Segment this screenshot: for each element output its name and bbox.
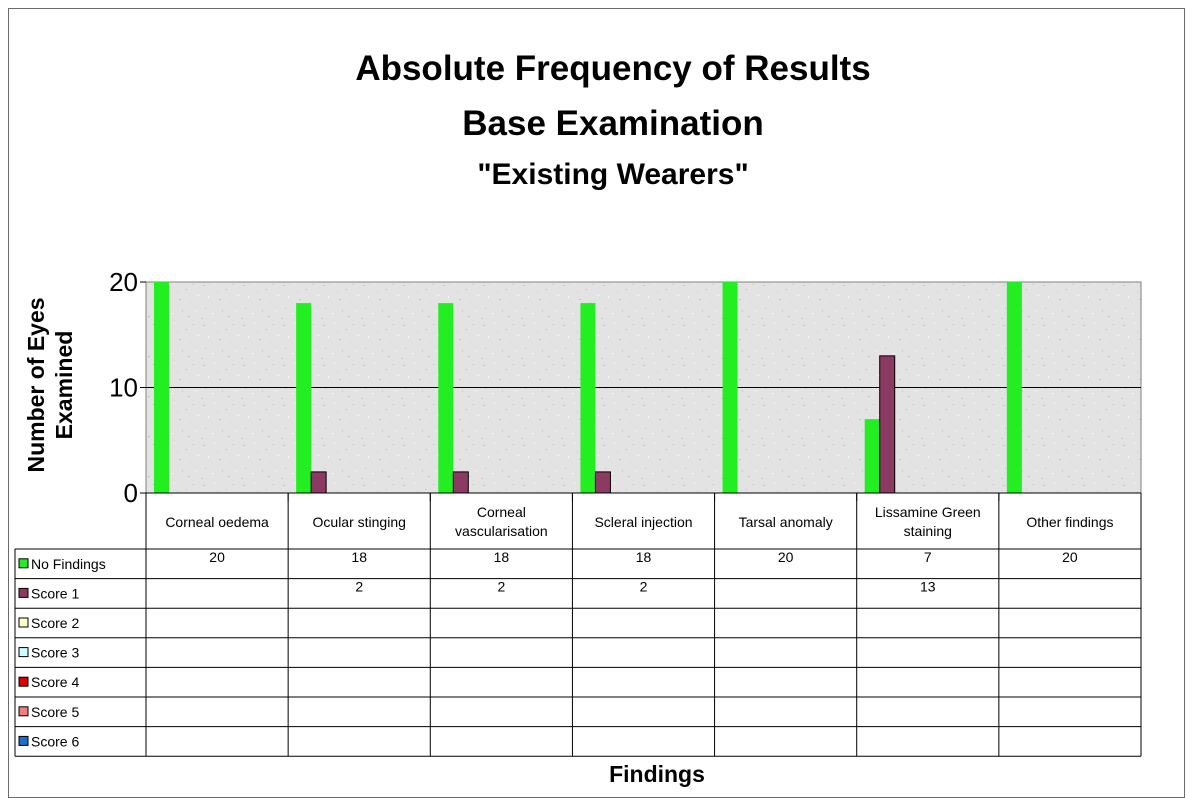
chart-title: Absolute Frequency of Results [355, 49, 870, 88]
data-table-value: 20 [1062, 549, 1078, 565]
legend-entry: Score 5 [31, 704, 79, 720]
bar-score-1 [310, 471, 327, 494]
category-label: Ocular stinging [313, 514, 406, 530]
data-table-value: 7 [924, 549, 932, 565]
y-axis-label-line1: Number of Eyes [23, 297, 49, 472]
data-table-value: 2 [640, 578, 648, 594]
category-label: Other findings [1026, 514, 1113, 530]
chart-subtitle: Base Examination [462, 104, 764, 143]
legend-swatch [18, 735, 29, 746]
legend-entry: Score 1 [31, 585, 79, 601]
category-label: Lissamine Green [875, 504, 981, 520]
bar-no-findings [296, 303, 312, 493]
category-label: Corneal oedema [165, 514, 269, 530]
chart-subtitle-secondary: "Existing Wearers" [477, 158, 748, 191]
category-label: staining [904, 523, 952, 539]
legend-swatch [18, 706, 29, 717]
legend-entry: Score 6 [31, 733, 79, 749]
plot-area [145, 281, 1142, 494]
data-table-value: 18 [636, 549, 652, 565]
category-label: Scleral injection [594, 514, 692, 530]
legend-entry: Score 3 [31, 645, 79, 661]
legend-swatch [18, 587, 29, 598]
legend-entry: Score 2 [31, 615, 79, 631]
legend-swatch [18, 558, 29, 569]
bar-no-findings [722, 282, 738, 493]
bar-no-findings [154, 282, 169, 493]
y-tick-label: 10 [109, 373, 138, 403]
legend-entry: Score 4 [31, 674, 79, 690]
bar-score-1 [879, 355, 896, 494]
category-label: Tarsal anomaly [739, 514, 833, 530]
data-table-value: 18 [494, 549, 510, 565]
legend-swatch [18, 617, 29, 628]
bar-no-findings [438, 303, 454, 493]
data-table: Corneal oedema Ocular stinging Corneal vasc… [14, 493, 1142, 757]
y-tick-label: 0 [124, 478, 138, 508]
x-axis-label: Findings [609, 761, 705, 787]
data-table-value: 13 [920, 578, 936, 594]
legend-swatch [18, 647, 29, 658]
legend-entry: No Findings [31, 556, 106, 572]
data-table-value: 20 [778, 549, 794, 565]
data-table-value: 20 [209, 549, 225, 565]
bar-no-findings [864, 419, 880, 493]
y-axis-label-line2: Examined [51, 331, 77, 440]
bar-no-findings [1006, 282, 1022, 493]
category-label: Corneal [477, 504, 526, 520]
y-tick-label: 20 [109, 267, 138, 297]
data-table-value: 2 [497, 578, 505, 594]
bar-no-findings [580, 303, 596, 493]
bar-score-1 [452, 471, 469, 494]
legend-swatch [18, 676, 29, 687]
category-label: vascularisation [455, 523, 548, 539]
bar-score-1 [594, 471, 611, 494]
data-table-value: 2 [355, 578, 363, 594]
data-table-value: 18 [351, 549, 367, 565]
